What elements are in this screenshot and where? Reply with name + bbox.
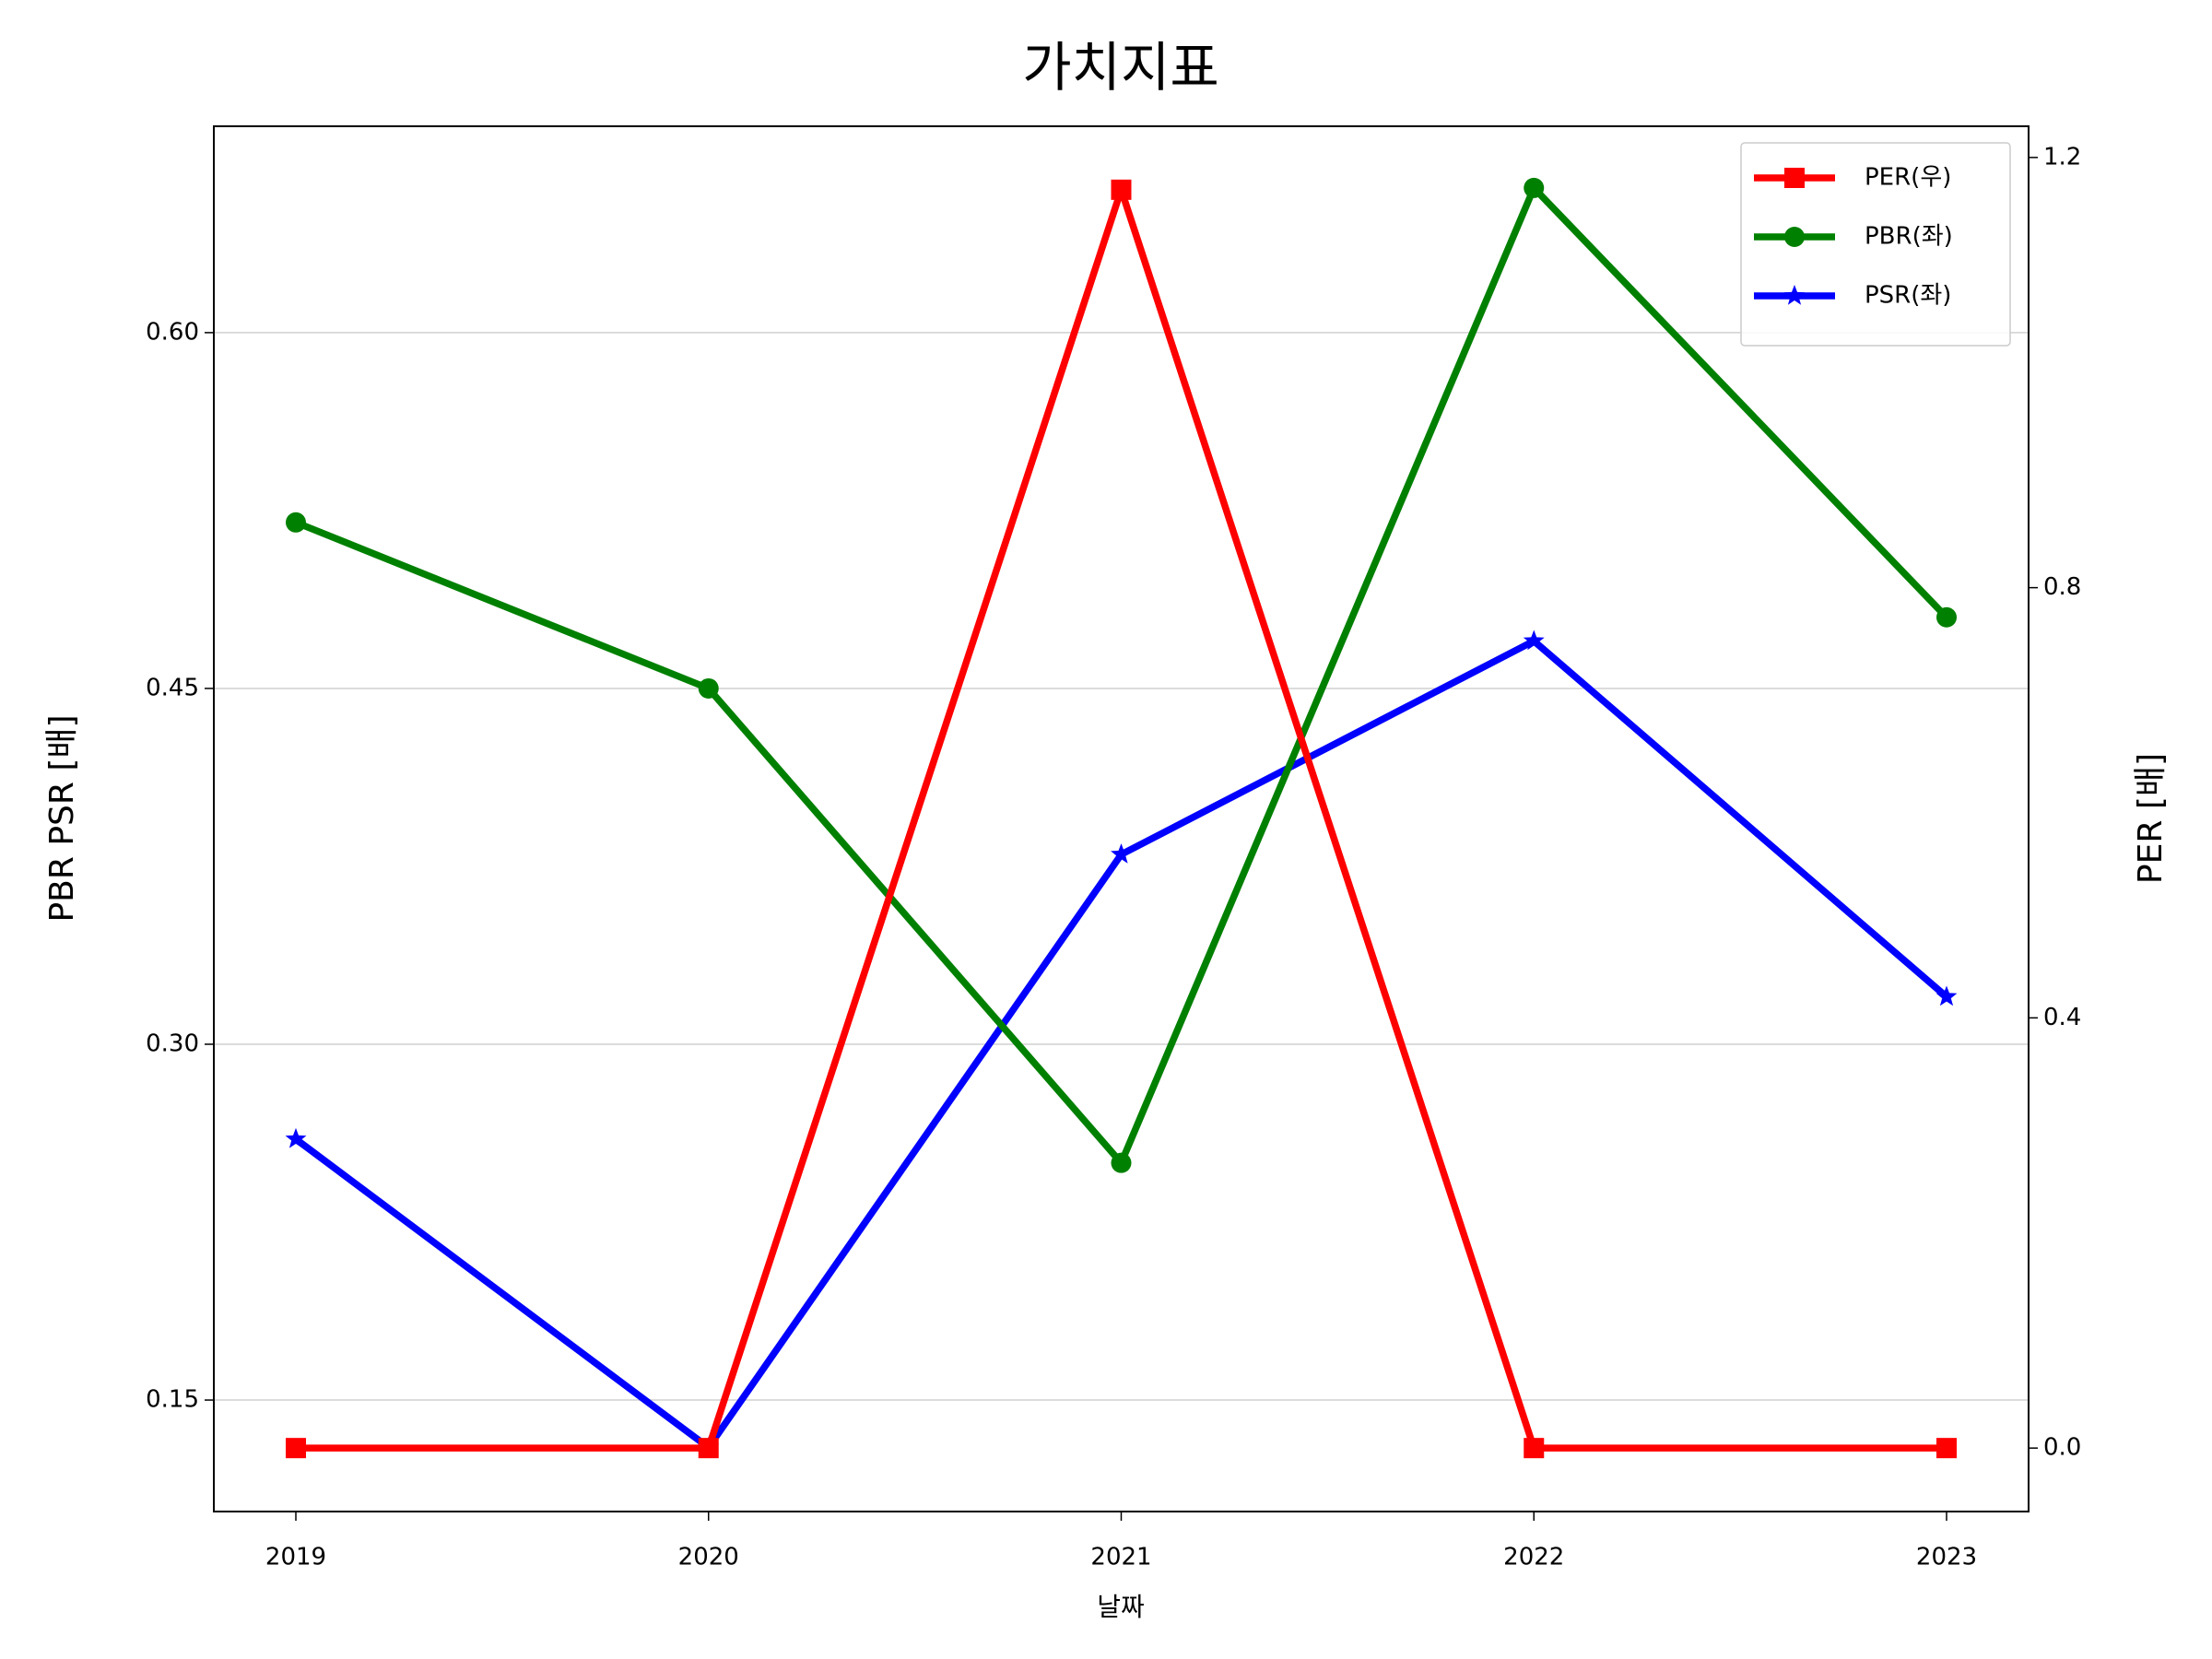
- marker: [1111, 1152, 1132, 1173]
- marker: [1524, 1438, 1545, 1459]
- x-tick-label: 2022: [1503, 1544, 1564, 1571]
- marker: [1936, 606, 1957, 628]
- legend-marker: [1784, 168, 1805, 188]
- x-tick-label: 2021: [1090, 1544, 1151, 1571]
- y-tick-label: 0.60: [146, 318, 199, 346]
- y-tick-label: 0.30: [146, 1030, 199, 1057]
- y-tick-label: 0.15: [146, 1386, 199, 1414]
- series: [286, 177, 1957, 1173]
- marker: [1523, 629, 1545, 651]
- legend-label: PSR(좌): [1865, 282, 1951, 310]
- y2-tick-label: 0.8: [2043, 573, 2081, 601]
- chart-title: 가치지표: [1022, 36, 1218, 99]
- y-axis-label: PBR PSR [배]: [43, 714, 81, 922]
- x-tick-label: 2023: [1916, 1544, 1977, 1571]
- x-axis-label: 날짜: [1097, 1592, 1145, 1622]
- legend: PER(우) PBR(좌) PSR(좌): [1740, 142, 2011, 347]
- marker: [1111, 843, 1132, 864]
- marker: [285, 1127, 307, 1148]
- legend-label: PBR(좌): [1865, 223, 1953, 251]
- marker: [286, 1438, 306, 1459]
- marker: [1936, 985, 1958, 1006]
- plot-frame: [213, 125, 2030, 1512]
- legend-marker: [1783, 285, 1806, 305]
- x-tick-label: 2020: [678, 1544, 739, 1571]
- marker: [698, 1438, 719, 1459]
- legend-marker: [1784, 227, 1805, 247]
- marker: [698, 677, 719, 699]
- marker: [286, 512, 306, 533]
- y2-tick-label: 0.4: [2043, 1004, 2081, 1031]
- series: [286, 179, 1957, 1459]
- marker: [1111, 179, 1132, 200]
- y-tick-label: 0.45: [146, 674, 199, 701]
- x-tick-label: 2019: [265, 1544, 326, 1571]
- y2-tick-label: 1.2: [2043, 143, 2081, 171]
- marker: [1524, 177, 1545, 198]
- y2-tick-label: 0.0: [2043, 1434, 2081, 1462]
- legend-label: PER(우): [1865, 164, 1951, 192]
- y2-axis-label: PER [배]: [2132, 753, 2170, 884]
- marker: [1936, 1438, 1957, 1459]
